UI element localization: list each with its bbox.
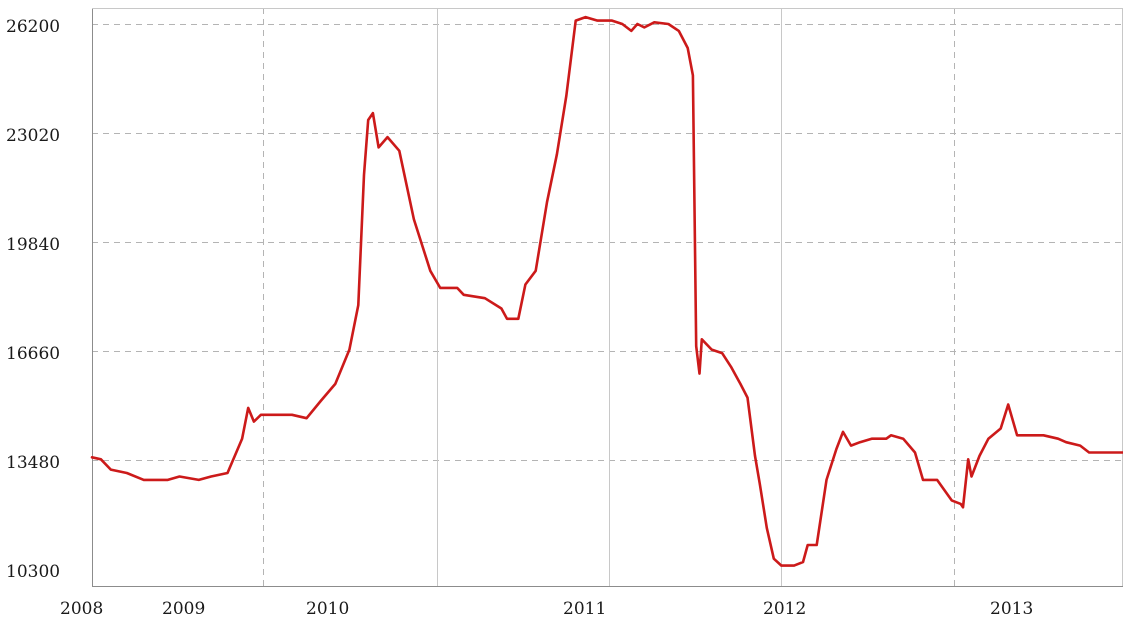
axes — [92, 8, 1123, 587]
series-line-0 — [90, 15, 1123, 567]
y-tick-label: 16660 — [6, 344, 60, 364]
y-tick-label: 23020 — [6, 126, 60, 146]
x-tick-label: 2008 — [60, 599, 103, 619]
x-tick-label: 2009 — [162, 599, 205, 619]
y-tick-label: 13480 — [6, 453, 60, 473]
x-tick-label: 2012 — [763, 599, 806, 619]
y-tick-label: 26200 — [6, 17, 60, 37]
series-layer — [90, 15, 1123, 567]
y-tick-label: 10300 — [6, 562, 60, 582]
y-tick-label: 19840 — [6, 235, 60, 255]
tick-labels: 10300 13480 16660 19840 23020 26200 2008 2009 20… — [6, 17, 1033, 619]
x-tick-label: 2013 — [990, 599, 1033, 619]
grid-lines — [92, 8, 1123, 586]
x-tick-label: 2010 — [306, 599, 349, 619]
x-tick-label: 2011 — [563, 599, 606, 619]
